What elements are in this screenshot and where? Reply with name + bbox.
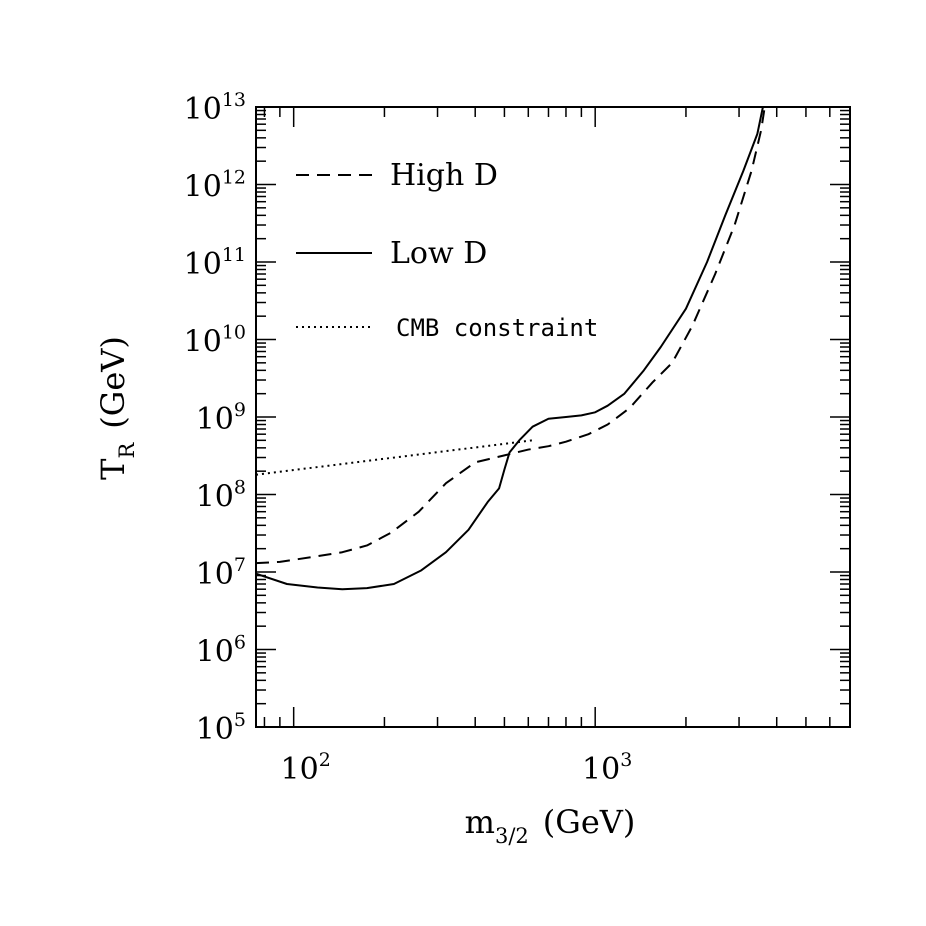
y-tick-label: 106 [196,632,246,670]
legend-label-high-d: High D [390,158,498,193]
y-tick-label-exp: 13 [222,89,246,111]
x-axis-title-unit: (GeV) [543,803,636,841]
y-tick-label-base: 10 [196,557,234,592]
y-tick-label: 1011 [184,244,246,282]
x-axis-title: m3/2 (GeV) [465,803,636,848]
plot-frame [255,106,851,728]
y-tick-label: 109 [196,399,246,437]
x-tick-label-exp: 3 [620,749,632,771]
y-axis-title-sub: R [115,442,139,459]
x-tick-label-base: 10 [582,752,620,787]
series-line-high-d [255,106,766,565]
plot-border [255,106,851,728]
x-tick-label-exp: 2 [319,749,331,771]
y-axis-title: TR (GeV) [94,336,139,480]
legend: High D Low D CMB constraint [296,158,598,342]
x-tick-label: 103 [582,749,632,787]
y-tick-label-exp: 9 [234,399,246,421]
series-line-low-d [255,106,764,591]
series-group [255,106,766,591]
y-tick-label: 1012 [184,167,246,205]
y-tick-label-base: 10 [196,402,234,437]
y-tick-label-base: 10 [196,712,234,747]
y-tick-label-base: 10 [196,635,234,670]
y-tick-label: 1013 [184,89,246,127]
y-tick-label-exp: 5 [234,709,246,731]
y-tick-label-base: 10 [184,92,222,127]
y-tick-label-exp: 6 [234,632,246,654]
y-tick-label-base: 10 [196,480,234,515]
y-tick-label: 1010 [184,322,246,360]
y-tick-label-base: 10 [184,170,222,205]
y-tick-label: 107 [196,554,246,592]
axis-ticks [256,106,851,728]
x-tick-label: 102 [281,749,331,787]
y-tick-label: 108 [196,477,246,515]
y-tick-label-exp: 7 [234,554,246,576]
legend-label-cmb: CMB constraint [396,314,598,342]
legend-label-low-d: Low D [390,236,487,271]
x-axis-title-sub: 3/2 [495,824,529,848]
y-tick-label-exp: 8 [234,477,246,499]
y-tick-label-base: 10 [184,247,222,282]
y-tick-label-base: 10 [184,325,222,360]
y-axis-title-main: T [94,458,132,480]
y-axis-title-unit: (GeV) [94,336,132,429]
x-axis-title-main: m [465,803,495,841]
y-tick-label-exp: 10 [222,322,246,344]
series-line-cmb-constraint [255,439,533,476]
y-tick-label-exp: 11 [222,244,246,266]
y-tick-label-exp: 12 [222,167,246,189]
y-tick-label: 105 [196,709,246,747]
x-tick-label-base: 10 [281,752,319,787]
